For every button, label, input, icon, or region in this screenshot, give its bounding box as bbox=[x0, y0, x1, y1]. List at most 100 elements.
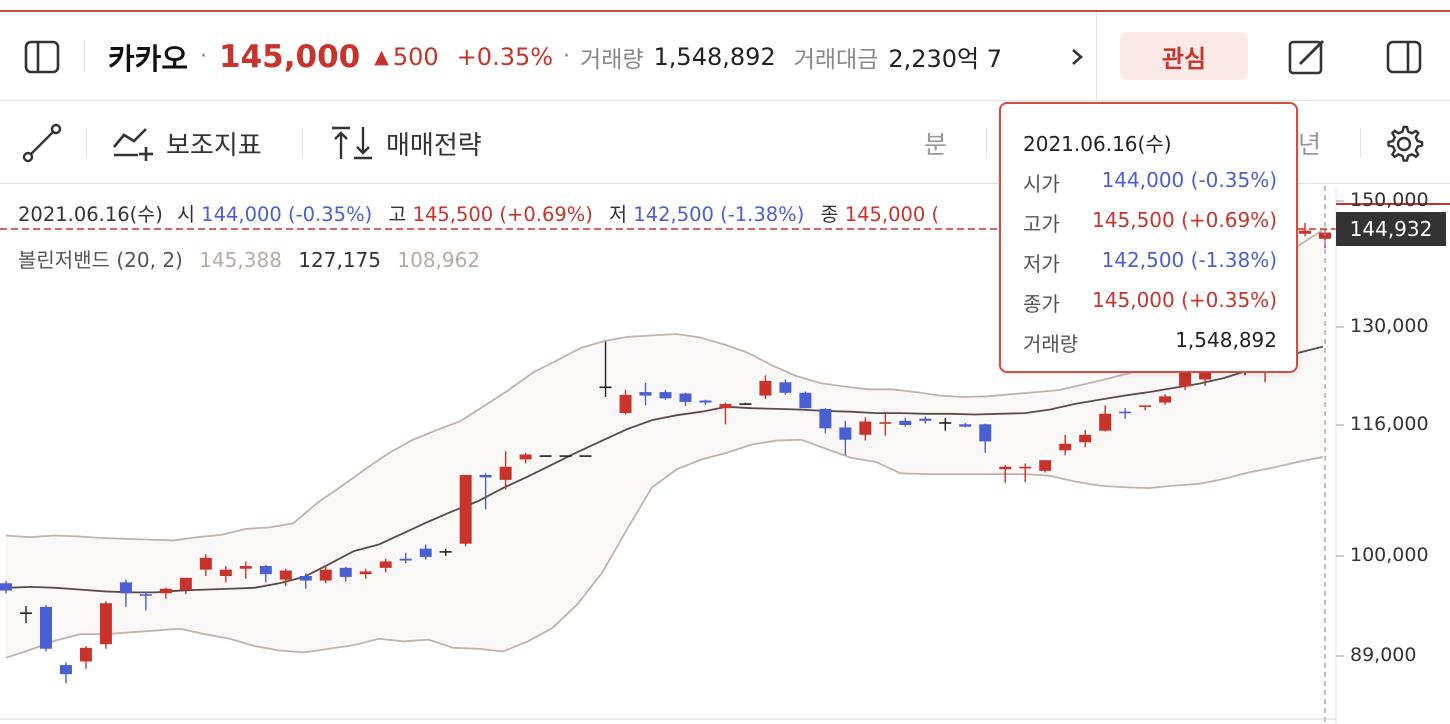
candle-body bbox=[579, 455, 592, 457]
candle-body bbox=[99, 603, 112, 645]
y-tick-label: 116,000 bbox=[1350, 413, 1429, 435]
y-tick-label: 100,000 bbox=[1350, 544, 1429, 566]
bollinger-upper-line bbox=[5, 229, 1324, 542]
current-price-tag: 144,932 bbox=[1336, 212, 1446, 246]
candle-body bbox=[79, 647, 92, 662]
volume-label: 거래량 bbox=[580, 46, 644, 73]
volume-value: 1,548,892 bbox=[653, 42, 776, 71]
candle bbox=[199, 554, 212, 576]
candle bbox=[39, 605, 52, 652]
strategy-label: 매매전략 bbox=[386, 130, 482, 161]
candle bbox=[339, 566, 352, 582]
candle-body bbox=[699, 400, 712, 403]
current-price: 145,000 bbox=[219, 38, 361, 75]
stock-header: 카카오 · 145,000 ▲ 500 +0.35% · 거래량 1,548,8… bbox=[0, 12, 1450, 101]
candle-body bbox=[59, 665, 72, 675]
candle bbox=[179, 577, 192, 595]
candle bbox=[1019, 463, 1032, 483]
indicator-label: 보조지표 bbox=[166, 130, 262, 161]
candle bbox=[279, 568, 292, 586]
bollinger-lower-line bbox=[5, 438, 1324, 659]
candle-body bbox=[439, 551, 452, 553]
ohlc-info-line: 2021.06.16(수) 시 144,000 (-0.35%) 고 145,5… bbox=[18, 198, 939, 227]
info-close: 145,000 ( bbox=[844, 203, 940, 226]
candle-body bbox=[279, 570, 292, 580]
candle-body bbox=[1039, 460, 1052, 471]
bollinger-lower-value: 108,962 bbox=[397, 248, 481, 272]
candle bbox=[579, 455, 592, 457]
edit-button[interactable] bbox=[1288, 12, 1326, 101]
candle bbox=[139, 592, 152, 611]
chart-toolbar: 보조지표 매매전략 분 년 bbox=[0, 102, 1450, 184]
tooltip-close-label: 종가 bbox=[1023, 292, 1060, 316]
candle-body bbox=[499, 466, 512, 480]
indicator-button[interactable]: 보조지표 bbox=[112, 102, 262, 184]
indicator-add-icon bbox=[113, 128, 153, 161]
candle bbox=[619, 390, 632, 415]
candle-body bbox=[319, 569, 332, 581]
price-change-percent: +0.35% bbox=[456, 42, 554, 71]
panel-right-icon bbox=[1386, 40, 1422, 73]
drawing-tool-button[interactable] bbox=[22, 102, 62, 184]
info-high-label: 고 bbox=[388, 203, 407, 226]
candle bbox=[59, 662, 72, 684]
divider bbox=[302, 128, 303, 158]
period-minute-tab[interactable]: 분 bbox=[924, 130, 948, 159]
candle-body bbox=[19, 612, 32, 614]
info-close-label: 종 bbox=[820, 203, 839, 226]
candle-body bbox=[339, 567, 352, 577]
dot-separator: · bbox=[200, 44, 208, 69]
divider bbox=[1096, 12, 1097, 101]
sidebar-panel-icon bbox=[24, 40, 60, 73]
period-year-tab[interactable]: 년 bbox=[1298, 130, 1322, 159]
bollinger-upper-value: 145,388 bbox=[199, 248, 282, 272]
candle bbox=[319, 566, 332, 584]
candle-body bbox=[479, 474, 492, 478]
candle bbox=[479, 473, 492, 510]
candle-body bbox=[1079, 434, 1092, 443]
favorite-button[interactable]: 관심 bbox=[1120, 32, 1248, 80]
candle bbox=[759, 375, 772, 400]
bollinger-legend[interactable]: 볼린저밴드 (20, 2) 145,388 127,175 108,962 bbox=[18, 244, 480, 273]
line-draw-icon bbox=[22, 123, 62, 163]
candle-body bbox=[419, 548, 432, 557]
candle bbox=[159, 587, 172, 599]
candle-body bbox=[919, 418, 932, 421]
tooltip-low-label: 저가 bbox=[1023, 252, 1060, 276]
candle-body bbox=[1119, 411, 1132, 414]
candle bbox=[0, 580, 12, 594]
candle-body bbox=[639, 392, 652, 396]
candle-body bbox=[119, 582, 132, 594]
chart-settings-button[interactable] bbox=[1384, 102, 1424, 184]
candle-body bbox=[559, 455, 572, 457]
right-panel-toggle-button[interactable] bbox=[1386, 12, 1422, 101]
candle bbox=[219, 566, 232, 583]
buy-sell-arrows-icon bbox=[332, 126, 372, 160]
tooltip-date: 2021.06.16(수) bbox=[1023, 132, 1172, 156]
candle-body bbox=[379, 561, 392, 568]
bollinger-band-fill bbox=[6, 229, 1323, 658]
candle bbox=[879, 411, 892, 436]
divider bbox=[86, 128, 87, 158]
candle-body bbox=[999, 466, 1012, 470]
candle-body bbox=[1159, 396, 1172, 403]
sidebar-toggle-button[interactable] bbox=[24, 12, 60, 101]
edit-icon bbox=[1288, 39, 1324, 74]
stock-name[interactable]: 카카오 bbox=[108, 41, 189, 76]
candle-body bbox=[179, 577, 192, 590]
candle-body bbox=[979, 424, 992, 442]
price-change: 500 bbox=[392, 42, 439, 71]
amount-value: 2,230억 7 bbox=[888, 45, 1003, 73]
candle bbox=[859, 417, 872, 441]
strategy-button[interactable]: 매매전략 bbox=[330, 102, 482, 184]
amount-label: 거래대금 bbox=[793, 46, 879, 73]
candle-body bbox=[519, 454, 532, 460]
header-scroll-right-button[interactable] bbox=[1068, 12, 1086, 101]
tooltip-high-row: 고가 145,500 (+0.69%) bbox=[1023, 208, 1277, 237]
candle-body bbox=[939, 422, 952, 424]
candle bbox=[799, 391, 812, 409]
candle bbox=[599, 341, 612, 397]
tooltip-volume-value: 1,548,892 bbox=[1175, 328, 1277, 352]
y-tick-label: 150,000 bbox=[1350, 189, 1429, 211]
